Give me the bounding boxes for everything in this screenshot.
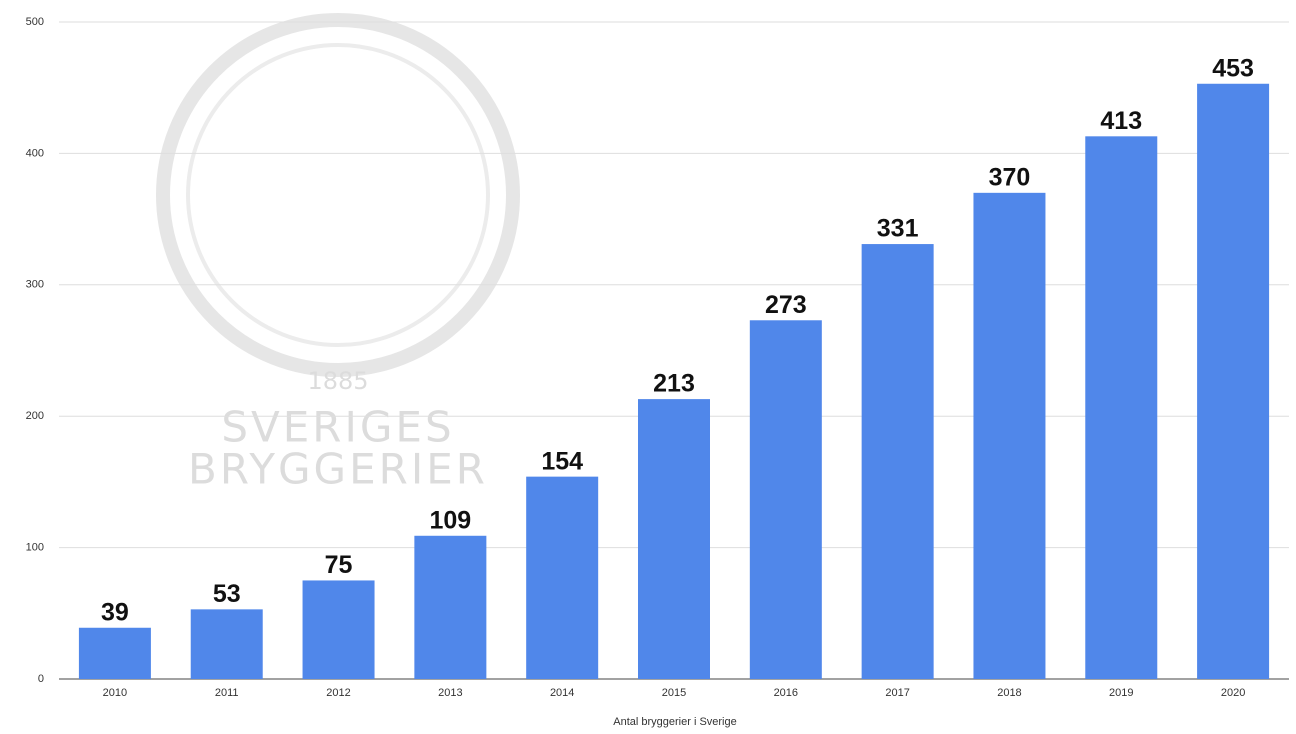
data-label: 213 <box>653 370 695 398</box>
watermark-year: 1885 <box>307 367 368 395</box>
emblem-inner <box>186 43 490 347</box>
x-tick-label: 2017 <box>885 687 909 699</box>
x-tick-label: 2012 <box>326 687 350 699</box>
bar <box>78 627 151 679</box>
data-label: 39 <box>101 598 129 626</box>
y-tick-label: 200 <box>26 410 44 422</box>
data-label: 154 <box>541 447 583 475</box>
y-tick-label: 300 <box>26 279 44 291</box>
x-tick-label: 2015 <box>662 687 686 699</box>
data-label: 75 <box>325 551 353 579</box>
bar <box>414 535 487 679</box>
watermark-line: BRYGGERIER <box>188 445 488 494</box>
data-label: 453 <box>1212 54 1254 82</box>
y-tick-label: 100 <box>26 542 44 554</box>
y-tick-label: 500 <box>26 16 44 28</box>
bar <box>749 320 822 679</box>
data-label: 53 <box>213 580 241 608</box>
data-label: 370 <box>989 163 1031 191</box>
watermark: 1885 SVERIGES BRYGGERIER <box>156 13 520 494</box>
bar <box>190 609 263 679</box>
data-label: 331 <box>877 215 919 243</box>
watermark-line: SVERIGES <box>221 403 454 452</box>
bar <box>973 192 1046 679</box>
x-tick-label: 2014 <box>550 687 574 699</box>
bar <box>1197 83 1270 680</box>
x-tick-label: 2011 <box>215 687 239 699</box>
x-tick-label: 2020 <box>1221 687 1245 699</box>
y-tick-label: 0 <box>38 673 44 685</box>
x-tick-label: 2010 <box>103 687 127 699</box>
x-tick-label: 2016 <box>774 687 798 699</box>
bar <box>861 244 934 680</box>
data-label: 273 <box>765 291 807 319</box>
bar <box>638 399 710 679</box>
data-label: 109 <box>430 506 472 534</box>
x-tick-label: 2013 <box>438 687 462 699</box>
bar <box>1085 136 1158 679</box>
emblem-ring <box>156 13 520 377</box>
y-tick-label: 400 <box>26 147 44 159</box>
x-tick-label: 2019 <box>1109 687 1133 699</box>
x-tick-label: 2018 <box>997 687 1021 699</box>
bar <box>526 476 599 679</box>
x-axis-label: Antal bryggerier i Sverige <box>613 716 737 728</box>
data-label: 413 <box>1100 107 1142 135</box>
bar <box>302 580 375 679</box>
